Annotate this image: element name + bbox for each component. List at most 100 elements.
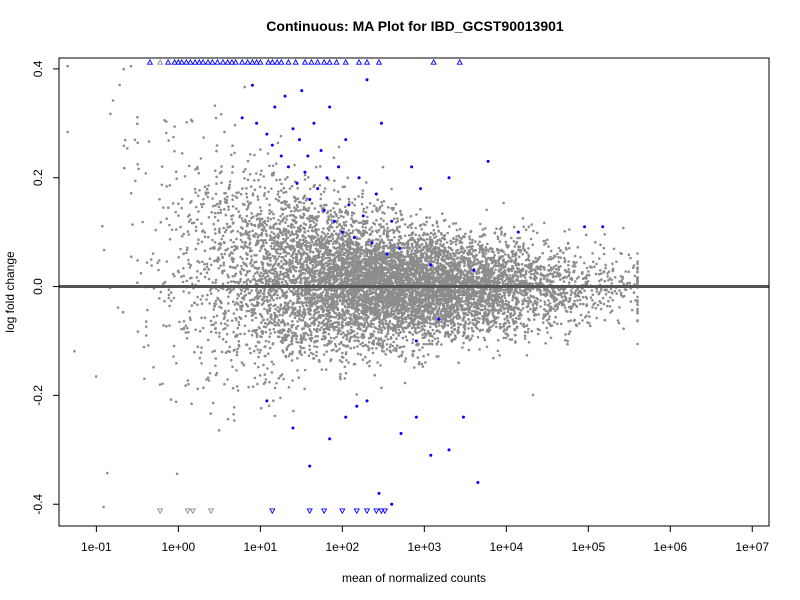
- data-point: [221, 282, 225, 286]
- data-point: [295, 334, 299, 338]
- data-point: [185, 121, 188, 124]
- data-point: [277, 234, 281, 238]
- data-point: [411, 246, 415, 250]
- data-point: [340, 302, 344, 306]
- data-point: [212, 222, 215, 226]
- data-point: [463, 315, 466, 319]
- data-point: [254, 316, 258, 320]
- data-point: [222, 226, 225, 230]
- data-point: [250, 311, 253, 314]
- data-point: [137, 167, 140, 171]
- data-point: [320, 255, 324, 259]
- data-point: [357, 312, 361, 316]
- data-point: [172, 296, 176, 300]
- data-point: [298, 308, 302, 312]
- data-point: [547, 264, 551, 267]
- data-point: [222, 263, 225, 267]
- data-point: [373, 204, 376, 208]
- data-point: [508, 274, 512, 277]
- data-point: [251, 385, 255, 388]
- data-point: [426, 353, 430, 356]
- data-point: [438, 238, 442, 241]
- data-point: [270, 187, 273, 191]
- data-point: [317, 228, 320, 231]
- data-point: [404, 335, 408, 339]
- data-point: [260, 321, 263, 324]
- data-point: [332, 229, 336, 233]
- data-point: [392, 340, 396, 344]
- data-point: [245, 257, 249, 261]
- data-point: [566, 242, 570, 245]
- data-point: [299, 209, 302, 212]
- data-point: [405, 338, 409, 342]
- data-point: [208, 302, 211, 305]
- data-point: [337, 216, 340, 220]
- data-point: [602, 252, 606, 256]
- points-layer: [66, 58, 639, 515]
- data-point: [203, 249, 207, 252]
- data-point: [554, 315, 557, 319]
- data-point: [458, 227, 462, 231]
- data-point: [504, 253, 507, 256]
- data-point: [268, 292, 271, 296]
- data-point: [349, 313, 352, 316]
- data-point: [457, 311, 460, 315]
- data-point: [334, 316, 338, 319]
- data-point: [349, 335, 353, 339]
- data-point: [606, 304, 609, 308]
- data-point: [207, 268, 211, 271]
- data-point: [342, 221, 346, 224]
- data-point: [520, 262, 524, 266]
- data-point: [339, 214, 343, 218]
- data-point: [211, 238, 214, 242]
- data-point: [507, 321, 511, 325]
- data-point: [223, 208, 226, 211]
- data-point: [146, 308, 149, 312]
- data-point: [581, 295, 585, 299]
- data-point: [264, 330, 268, 334]
- data-point: [419, 207, 422, 211]
- data-point: [543, 300, 546, 304]
- data-point: [375, 219, 378, 222]
- data-point: [167, 293, 171, 297]
- data-point: [229, 280, 233, 283]
- data-point: [203, 275, 207, 279]
- data-point: [388, 229, 392, 232]
- data-point: [594, 306, 598, 310]
- data-point: [186, 246, 189, 250]
- data-point: [496, 349, 500, 353]
- data-point: [508, 338, 512, 341]
- data-point: [192, 221, 196, 225]
- data-point: [525, 251, 529, 254]
- data-point: [519, 309, 523, 312]
- data-point: [332, 156, 336, 159]
- data-point: [369, 320, 373, 323]
- data-point: [410, 242, 414, 246]
- data-point: [229, 238, 233, 242]
- data-point: [583, 261, 586, 265]
- data-point: [171, 202, 175, 205]
- data-point: [380, 306, 384, 310]
- data-point: [236, 389, 240, 392]
- data-point: [543, 303, 547, 306]
- data-point: [567, 268, 570, 271]
- data-point: [531, 243, 534, 246]
- data-point: [295, 337, 298, 341]
- data-point: [197, 171, 201, 175]
- data-point: [178, 320, 181, 324]
- data-point: [284, 207, 287, 210]
- data-point: [363, 316, 367, 319]
- data-point: [297, 250, 301, 254]
- data-point: [361, 225, 365, 229]
- data-point: [325, 314, 329, 318]
- data-point: [286, 330, 290, 333]
- data-point: [230, 218, 234, 221]
- data-point: [359, 251, 362, 254]
- data-point: [494, 317, 497, 321]
- data-point: [498, 354, 501, 357]
- data-point: [506, 246, 510, 249]
- data-point: [611, 298, 614, 302]
- data-point: [566, 342, 569, 346]
- data-point: [194, 168, 197, 171]
- data-point: [456, 317, 459, 321]
